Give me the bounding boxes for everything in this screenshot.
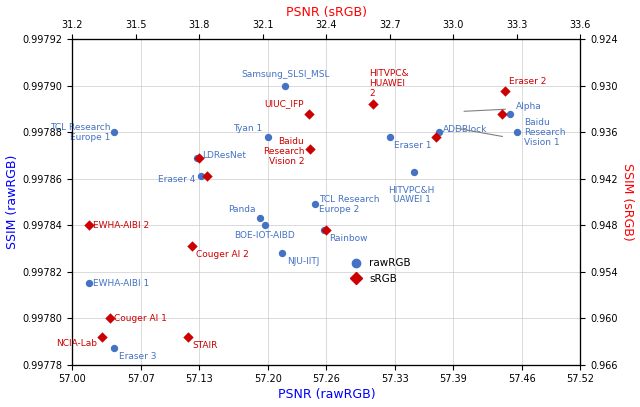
- Point: [109, 129, 120, 136]
- Point: [512, 129, 522, 136]
- Text: Eraser 1: Eraser 1: [394, 141, 431, 150]
- Point: [310, 201, 320, 208]
- Legend: rawRGB, sRGB: rawRGB, sRGB: [341, 254, 415, 288]
- Text: STAIR: STAIR: [192, 341, 217, 350]
- Text: TCL Research
Europe 1: TCL Research Europe 1: [50, 123, 110, 142]
- Point: [196, 173, 207, 180]
- Text: Baidu
Research
Vision 1: Baidu Research Vision 1: [524, 118, 565, 147]
- Text: Eraser 4: Eraser 4: [159, 175, 196, 184]
- Text: Couger AI 1: Couger AI 1: [114, 314, 166, 323]
- Text: LDResNet: LDResNet: [202, 151, 246, 160]
- Point: [305, 145, 315, 152]
- Point: [434, 129, 444, 136]
- Text: ADDBlock: ADDBlock: [443, 125, 487, 134]
- Text: Couger AI 2: Couger AI 2: [196, 250, 248, 259]
- Point: [260, 222, 270, 228]
- Point: [304, 110, 314, 117]
- Point: [431, 134, 441, 140]
- Point: [255, 215, 265, 221]
- Point: [262, 134, 273, 140]
- Point: [84, 280, 94, 287]
- Point: [368, 101, 378, 108]
- Text: Eraser 3: Eraser 3: [118, 352, 156, 361]
- X-axis label: PSNR (sRGB): PSNR (sRGB): [286, 6, 367, 19]
- Text: NCIA-Lab: NCIA-Lab: [56, 339, 97, 348]
- Point: [505, 110, 515, 117]
- Text: EWHA-AIBI 1: EWHA-AIBI 1: [93, 279, 150, 288]
- Y-axis label: SSIM (rawRGB): SSIM (rawRGB): [6, 155, 19, 249]
- Text: Panda: Panda: [228, 205, 256, 214]
- Point: [319, 227, 330, 233]
- Y-axis label: SSIM (sRGB): SSIM (sRGB): [621, 163, 634, 241]
- Point: [186, 243, 196, 249]
- Point: [84, 222, 94, 228]
- Point: [497, 110, 508, 117]
- Point: [193, 155, 203, 161]
- Text: Rainbow: Rainbow: [329, 234, 367, 243]
- Point: [277, 250, 287, 256]
- Point: [104, 315, 115, 322]
- Text: Alpha: Alpha: [516, 102, 541, 111]
- Text: HITVPC&
HUAWEI
2: HITVPC& HUAWEI 2: [369, 69, 409, 98]
- Text: EWHA-AIBI 2: EWHA-AIBI 2: [93, 221, 149, 230]
- X-axis label: PSNR (rawRGB): PSNR (rawRGB): [278, 388, 375, 401]
- Text: UIUC_IFP: UIUC_IFP: [264, 99, 303, 108]
- Point: [182, 333, 193, 340]
- Text: NJU-IITJ: NJU-IITJ: [287, 257, 319, 266]
- Point: [409, 168, 419, 175]
- Point: [385, 134, 395, 140]
- Point: [97, 333, 107, 340]
- Point: [109, 345, 120, 352]
- Text: Tyan 1: Tyan 1: [233, 124, 262, 133]
- Text: HITVPC&H
UAWEI 1: HITVPC&H UAWEI 1: [388, 186, 435, 204]
- Text: BOE-IOT-AIBD: BOE-IOT-AIBD: [234, 231, 295, 240]
- Point: [321, 227, 332, 233]
- Point: [195, 155, 205, 161]
- Point: [202, 173, 212, 180]
- Point: [500, 87, 510, 94]
- Text: Baidu
Research
Vision 2: Baidu Research Vision 2: [263, 137, 304, 166]
- Point: [280, 83, 291, 89]
- Text: TCL Research
Europe 2: TCL Research Europe 2: [319, 195, 380, 214]
- Text: Eraser 2: Eraser 2: [509, 77, 547, 86]
- Text: Samsung_SLSI_MSL: Samsung_SLSI_MSL: [241, 70, 330, 79]
